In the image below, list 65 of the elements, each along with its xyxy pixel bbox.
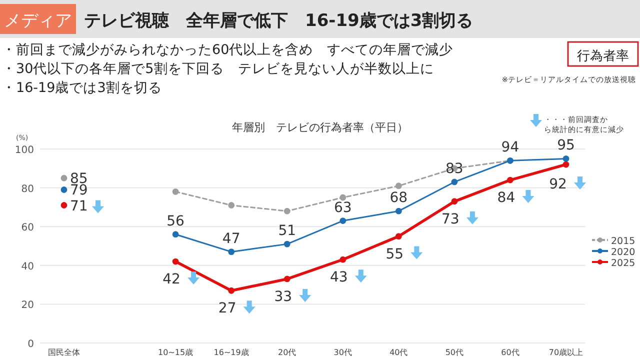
point — [284, 240, 290, 248]
x-tick-label: 10~15歳 — [158, 348, 194, 357]
text: ・前回まで減少がみられなかった60代以上を含め すべての年層で減少 — [2, 42, 454, 58]
point — [60, 174, 68, 182]
legend-label: 2025 — [611, 258, 636, 269]
point — [228, 202, 235, 208]
data-label: 56 — [166, 213, 185, 230]
x-tick-label: 国民全体 — [48, 348, 80, 357]
data-label: 84 — [497, 190, 516, 206]
point — [395, 233, 402, 240]
legend-label: 2020 — [611, 247, 636, 258]
point — [172, 188, 179, 195]
chart-subtitle: テレビ視聴 全年層で低下 16-19歳では3割切る — [84, 11, 474, 31]
x-tick-label: 60代 — [501, 348, 520, 357]
point — [395, 182, 402, 190]
data-label: 33 — [274, 288, 292, 305]
text: メディア — [4, 11, 72, 31]
point — [451, 198, 458, 205]
x-tick-label: 40代 — [390, 348, 408, 357]
data-label: 43 — [330, 270, 348, 286]
data-label: 71 — [70, 198, 88, 214]
text: ・30代以下の各年層で5割を下回る テレビを見ない人が半数以上に — [2, 61, 434, 77]
data-label: 55 — [386, 246, 404, 262]
point — [507, 176, 514, 184]
data-label: 27 — [218, 300, 236, 317]
point — [395, 208, 402, 214]
x-tick-label: 20代 — [278, 348, 296, 357]
point — [562, 156, 570, 162]
data-label: 42 — [162, 272, 180, 288]
data-label: 51 — [278, 223, 296, 240]
text: ・16-19歳では3割を切る — [2, 80, 162, 96]
x-tick-label: 70歳以上 — [548, 348, 584, 357]
y-tick-label: 100 — [14, 145, 34, 156]
y-tick-label: 20 — [21, 300, 34, 312]
point — [562, 161, 570, 168]
data-label: 63 — [334, 200, 352, 216]
y-tick-label: 60 — [21, 222, 34, 234]
y-tick-label: 0 — [28, 339, 34, 350]
point — [340, 194, 346, 201]
point — [228, 287, 235, 294]
chart-title: 年層別 テレビの行為者率（平日） — [232, 121, 408, 134]
point — [451, 178, 458, 186]
data-label: 47 — [222, 230, 240, 247]
data-label: 92 — [549, 176, 567, 193]
point — [284, 208, 290, 214]
x-tick-label: 50代 — [445, 348, 464, 357]
y-tick-label: 80 — [21, 184, 34, 195]
data-label: 94 — [501, 140, 520, 156]
data-label: 68 — [390, 190, 408, 206]
legend-label: 2015 — [611, 236, 636, 247]
point — [340, 218, 346, 224]
y-tick-label: 40 — [21, 261, 34, 272]
x-tick-label: 16~19歳 — [214, 348, 249, 357]
point — [228, 248, 235, 256]
data-label: 73 — [442, 211, 460, 228]
point — [284, 276, 290, 282]
point — [340, 256, 346, 263]
point — [60, 202, 68, 208]
point — [60, 186, 68, 193]
data-label: 83 — [446, 160, 464, 177]
data-label: 95 — [557, 138, 575, 154]
text: 行為者率 — [577, 48, 629, 64]
point — [172, 231, 179, 238]
x-tick-label: 30代 — [334, 348, 352, 357]
point — [172, 258, 179, 265]
